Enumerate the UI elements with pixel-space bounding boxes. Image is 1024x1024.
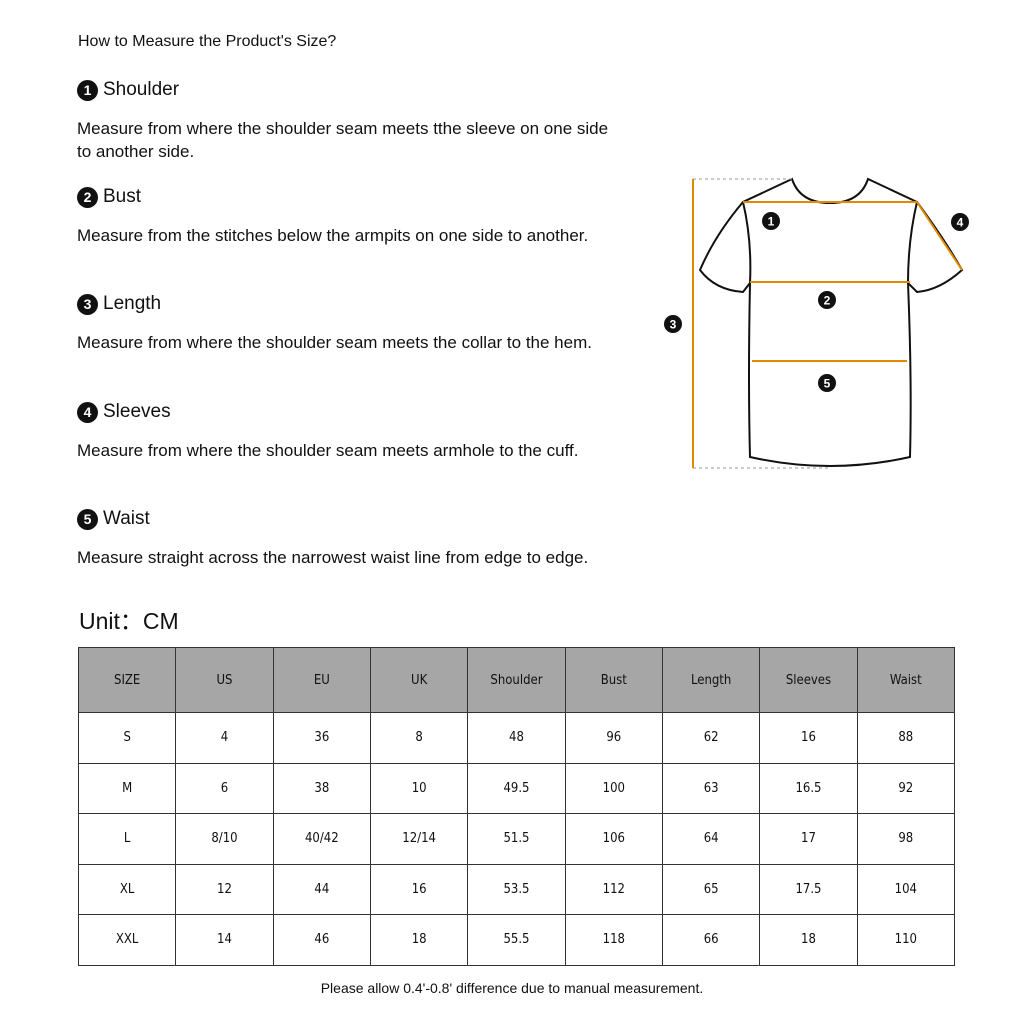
column-header: US	[175, 647, 274, 713]
section-description: Measure from where the shoulder seam mee…	[77, 333, 592, 352]
number-badge-icon: 5	[77, 508, 98, 530]
table-cell: 55.5	[467, 914, 566, 966]
table-cell: 38	[272, 762, 371, 814]
number-badge-icon: 1	[77, 79, 98, 101]
table-cell: 98	[856, 813, 956, 865]
table-cell: XL	[77, 863, 177, 915]
table-cell: 65	[661, 863, 761, 915]
section-title: Sleeves	[103, 401, 171, 422]
table-cell: 14	[175, 914, 274, 966]
table-cell: S	[77, 712, 177, 764]
svg-text:3: 3	[670, 318, 677, 332]
svg-text:1: 1	[768, 215, 775, 229]
table-cell: 100	[564, 762, 663, 814]
number-badge-icon: 3	[77, 293, 98, 315]
section-heading-length: 3 Length	[77, 293, 161, 315]
table-row: M 6 38 10 49.5 100 63 16.5 92	[77, 762, 956, 814]
table-cell: L	[77, 813, 177, 865]
marker-5: 5	[818, 374, 836, 392]
table-cell: 10	[369, 762, 469, 814]
number-badge-icon: 4	[77, 401, 98, 423]
marker-3: 3	[664, 315, 682, 333]
column-header: Shoulder	[467, 647, 566, 713]
number-badge-icon: 2	[77, 186, 98, 208]
column-header: Bust	[564, 647, 663, 713]
section-heading-sleeves: 4 Sleeves	[77, 401, 171, 423]
table-cell: 96	[564, 712, 663, 764]
section-heading-bust: 2 Bust	[77, 186, 141, 208]
table-cell: 6	[175, 762, 274, 814]
tshirt-diagram: 1 2 3 4 5	[664, 177, 969, 469]
table-cell: 16.5	[759, 762, 858, 814]
table-cell: 18	[369, 914, 469, 966]
section-title: Waist	[103, 508, 150, 529]
table-row: S 4 36 8 48 96 62 16 88	[77, 712, 956, 764]
marker-1: 1	[762, 212, 780, 230]
svg-text:2: 2	[824, 294, 831, 308]
table-cell: 62	[661, 712, 761, 764]
svg-text:4: 4	[957, 216, 964, 230]
table-cell: 40/42	[272, 813, 371, 865]
section-title: Shoulder	[103, 79, 180, 100]
table-cell: 51.5	[467, 813, 566, 865]
table-cell: 12	[175, 863, 274, 915]
table-row: XXL 14 46 18 55.5 118 66 18 110	[77, 914, 956, 966]
table-cell: XXL	[77, 914, 177, 966]
table-cell: 16	[369, 863, 469, 915]
section-heading-waist: 5 Waist	[77, 508, 150, 530]
table-cell: 16	[759, 712, 858, 764]
column-header: SIZE	[77, 647, 177, 713]
table-cell: 63	[661, 762, 761, 814]
table-cell: 92	[856, 762, 956, 814]
table-cell: 18	[759, 914, 858, 966]
section-description: Measure from where the shoulder seam mee…	[77, 441, 579, 460]
table-cell: 66	[661, 914, 761, 966]
svg-text:5: 5	[824, 377, 831, 391]
measurement-note: Please allow 0.4'-0.8' difference due to…	[320, 980, 704, 996]
table-cell: 17	[759, 813, 858, 865]
table-cell: 44	[272, 863, 371, 915]
column-header: Waist	[856, 647, 956, 713]
table-cell: 112	[564, 863, 663, 915]
section-title: Length	[103, 293, 162, 314]
section-description: Measure from the stitches below the armp…	[77, 226, 589, 245]
section-title: Bust	[103, 186, 142, 207]
column-header: Length	[661, 647, 761, 713]
marker-4: 4	[951, 213, 969, 231]
column-header: Sleeves	[759, 647, 858, 713]
page-title: How to Measure the Product's Size?	[78, 33, 337, 50]
section-description: Measure from where the shoulder seam mee…	[77, 119, 609, 161]
table-cell: M	[77, 762, 177, 814]
table-cell: 53.5	[467, 863, 566, 915]
table-cell: 48	[467, 712, 566, 764]
marker-2: 2	[818, 291, 836, 309]
table-cell: 8/10	[175, 813, 274, 865]
table-cell: 118	[564, 914, 663, 966]
table-cell: 17.5	[759, 863, 858, 915]
column-header: EU	[272, 647, 371, 713]
section-description: Measure straight across the narrowest wa…	[77, 548, 589, 567]
table-cell: 88	[856, 712, 956, 764]
table-cell: 106	[564, 813, 663, 865]
table-cell: 46	[272, 914, 371, 966]
table-cell: 49.5	[467, 762, 566, 814]
tshirt-outline	[698, 177, 964, 467]
table-cell: 4	[175, 712, 274, 764]
table-cell: 12/14	[369, 813, 469, 865]
column-header: UK	[369, 647, 469, 713]
unit-label: Unit：CM	[79, 608, 179, 634]
table-row: L 8/10 40/42 12/14 51.5 106 64 17 98	[77, 813, 956, 865]
table-cell: 104	[856, 863, 956, 915]
table-cell: 36	[272, 712, 371, 764]
table-row: XL 12 44 16 53.5 112 65 17.5 104	[77, 863, 956, 915]
size-table: SIZE US EU UK Shoulder Bust Length Sleeves Waist…	[77, 647, 956, 966]
table-cell: 110	[856, 914, 956, 966]
section-heading-shoulder: 1 Shoulder	[77, 79, 179, 101]
sleeve-line	[916, 201, 963, 271]
table-cell: 64	[661, 813, 761, 865]
table-header-row: SIZE US EU UK Shoulder Bust Length Sleeves Waist	[77, 647, 956, 713]
table-cell: 8	[369, 712, 469, 764]
